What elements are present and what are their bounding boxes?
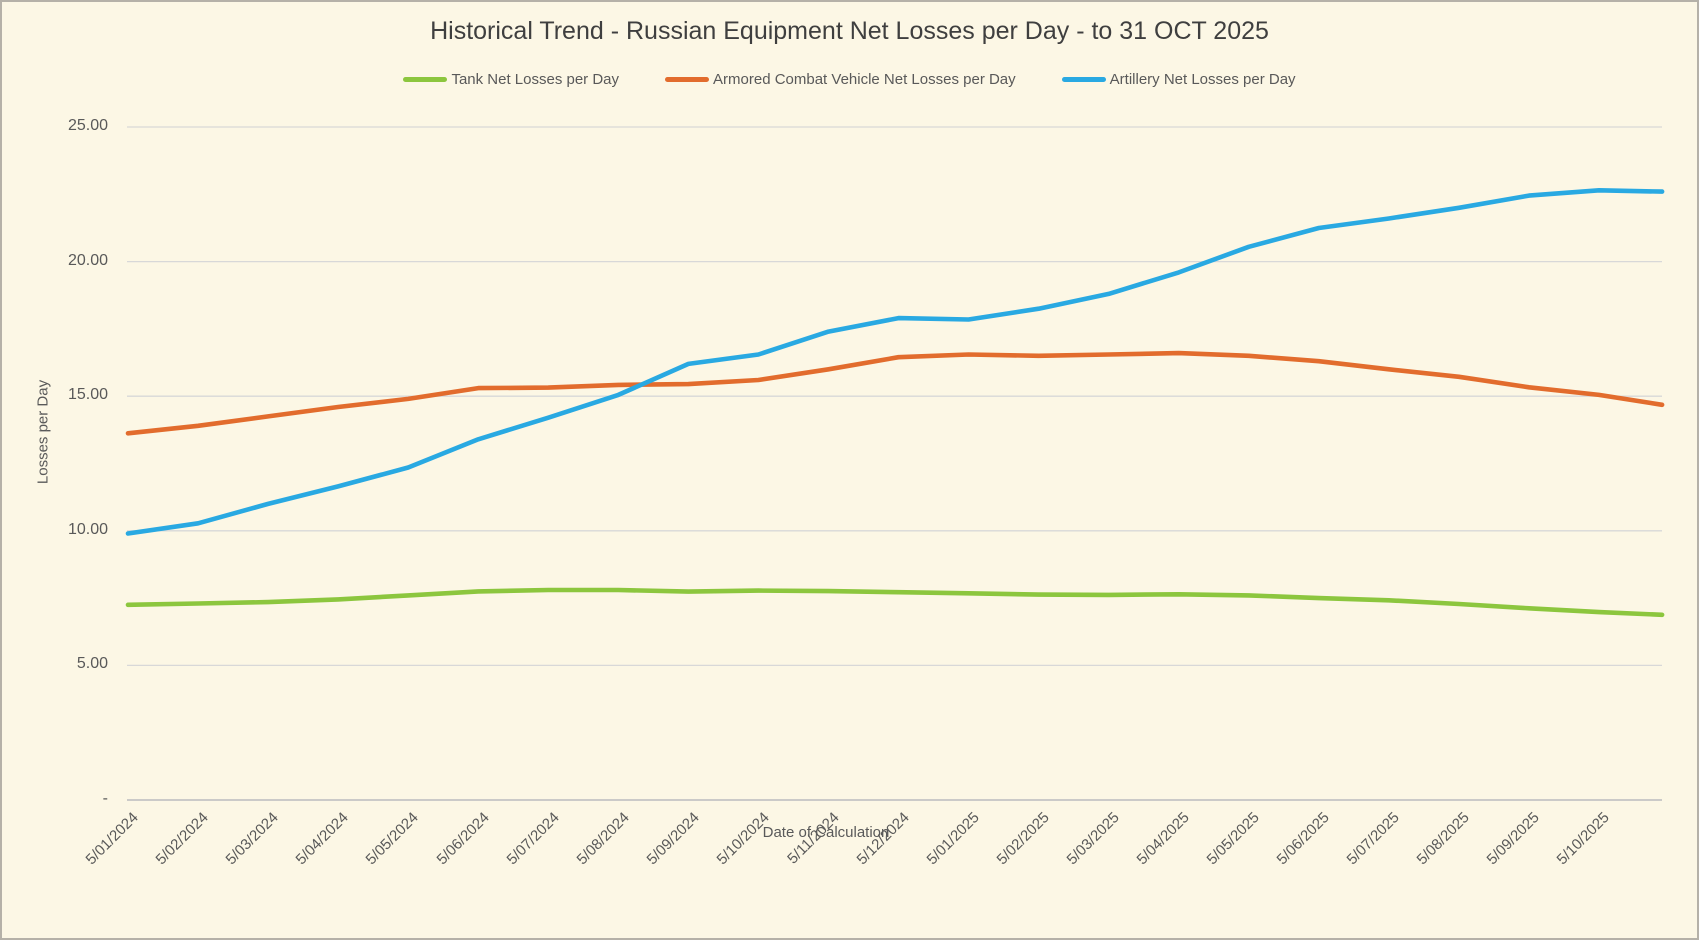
- y-tick-label: 10.00: [67, 520, 108, 538]
- y-tick-label: 25.00: [67, 117, 108, 134]
- armored-combat-vehicle-series-swatch-icon: [665, 77, 710, 82]
- legend-item-armored-combat-vehicle: Armored Combat Vehicle Net Losses per Da…: [665, 71, 1016, 88]
- tank-series-line: [125, 587, 1665, 618]
- y-tick-label: 20.00: [67, 251, 108, 269]
- artillery-series-line: [125, 188, 1665, 536]
- y-tick-label: 15.00: [67, 386, 108, 404]
- artillery-series-swatch-icon: [1061, 77, 1106, 82]
- y-axis-title: Losses per Day: [34, 379, 52, 485]
- legend-item-tank: Tank Net Losses per Day: [403, 71, 619, 88]
- legend-label-armored-combat-vehicle: Armored Combat Vehicle Net Losses per Da…: [713, 71, 1016, 88]
- legend: Tank Net Losses per Day Armored Combat V…: [2, 71, 1697, 88]
- legend-label-tank: Tank Net Losses per Day: [451, 71, 620, 88]
- chart-title: Historical Trend - Russian Equipment Net…: [430, 17, 1269, 45]
- y-tick-label: -: [102, 790, 108, 807]
- y-tick-label: 5.00: [76, 655, 108, 673]
- x-axis-title: Date of Calculation: [762, 824, 890, 841]
- armored-combat-vehicle-series-line: [125, 350, 1665, 436]
- tank-series-swatch-icon: [403, 77, 448, 82]
- legend-item-artillery: Artillery Net Losses per Day: [1061, 71, 1296, 88]
- legend-label-artillery: Artillery Net Losses per Day: [1109, 71, 1296, 88]
